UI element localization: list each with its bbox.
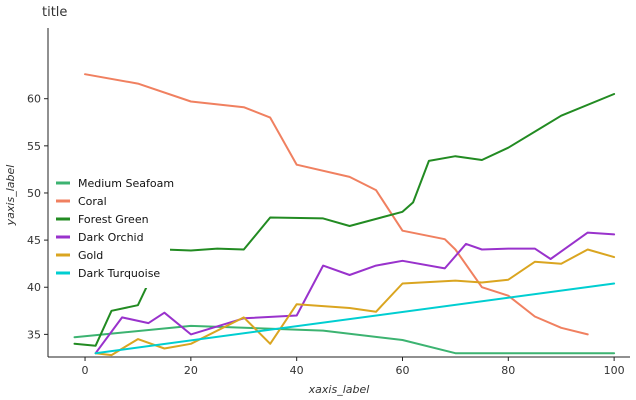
legend-label-gold: Gold <box>78 249 103 262</box>
y-axis-label: yaxis_label <box>4 165 17 227</box>
legend-box <box>52 168 170 288</box>
x-tick-label: 60 <box>395 364 409 377</box>
y-tick-label: 55 <box>27 140 41 153</box>
y-tick-label: 50 <box>27 187 41 200</box>
y-tick-label: 40 <box>27 281 41 294</box>
legend-label-forest-green: Forest Green <box>78 213 149 226</box>
series-line-forest-green <box>73 93 616 347</box>
x-tick-label: 40 <box>290 364 304 377</box>
x-axis-label: xaxis_label <box>308 383 370 396</box>
series-line-medium-seafoam <box>73 324 616 355</box>
series-line-gold <box>94 248 616 357</box>
y-tick-label: 45 <box>27 234 41 247</box>
legend-label-dark-orchid: Dark Orchid <box>78 231 144 244</box>
legend-label-medium-seafoam: Medium Seafoam <box>78 177 174 190</box>
y-tick-label: 60 <box>27 93 41 106</box>
series-layer <box>73 73 616 357</box>
series-line-dark-turquoise <box>94 282 616 355</box>
x-tick-label: 20 <box>184 364 198 377</box>
x-tick-label: 80 <box>501 364 515 377</box>
chart-title: title <box>42 5 67 20</box>
series-line-dark-orchid <box>94 231 616 355</box>
legend-label-coral: Coral <box>78 195 107 208</box>
legend: Medium Seafoam Coral Forest Green Dark Orch… <box>52 168 174 288</box>
x-tick-label: 0 <box>82 364 89 377</box>
x-tick-label: 100 <box>604 364 625 377</box>
axes: 0 20 40 60 80 100 35 40 45 50 55 60 <box>27 28 630 377</box>
y-tick-label: 35 <box>27 328 41 341</box>
series-line-coral <box>84 73 589 336</box>
legend-label-dark-turquoise: Dark Turquoise <box>78 267 160 280</box>
